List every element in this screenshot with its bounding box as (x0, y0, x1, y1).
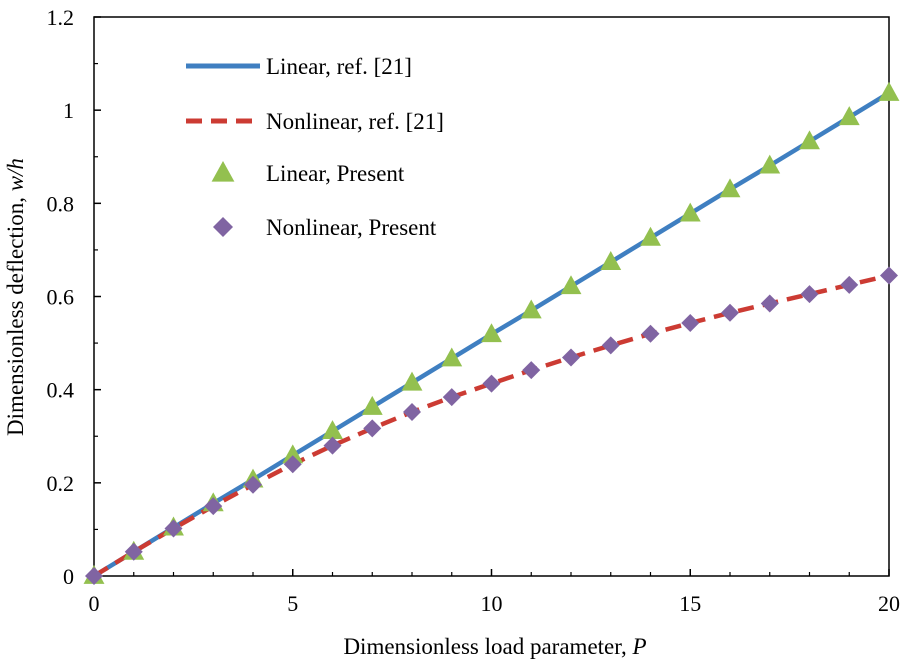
y-tick-label: 1.2 (47, 5, 75, 30)
legend-label: Linear, ref. [21] (266, 54, 412, 79)
x-tick-label: 10 (481, 591, 503, 616)
data-point (283, 455, 302, 474)
legend-item: Nonlinear, Present (213, 215, 437, 240)
data-point (282, 444, 304, 464)
series-layer (83, 81, 900, 585)
data-point (800, 285, 819, 304)
legend-item: Linear, Present (211, 161, 405, 186)
data-point (840, 275, 859, 294)
x-tick-label: 20 (878, 591, 900, 616)
data-point (838, 106, 860, 126)
x-axis: 0 5 10 15 20 (89, 569, 900, 616)
series-1 (92, 273, 890, 578)
data-point (363, 419, 382, 438)
legend-label: Linear, Present (266, 161, 405, 186)
y-tick-label: 1 (63, 98, 74, 123)
y-tick-label: 0.4 (47, 378, 75, 403)
data-point (601, 336, 620, 355)
data-point (562, 348, 580, 367)
data-point (481, 323, 502, 343)
y-axis-title: Dimensionless deflection, w/h (3, 158, 28, 436)
legend-label: Nonlinear, ref. [21] (266, 109, 444, 134)
data-point (681, 314, 700, 333)
data-point (880, 266, 898, 285)
data-point (520, 299, 542, 319)
x-tick-label: 15 (679, 591, 701, 616)
series-2 (83, 81, 900, 584)
data-point (164, 519, 183, 538)
data-point (442, 388, 461, 407)
data-point (878, 81, 900, 101)
y-tick-label: 0.8 (47, 191, 75, 216)
data-point (124, 542, 143, 561)
data-point (640, 226, 661, 246)
legend-swatch (211, 161, 235, 182)
series-3 (85, 266, 898, 585)
legend-label: Nonlinear, Present (266, 215, 437, 240)
data-point (641, 324, 660, 343)
y-axis: 0 0.2 0.4 0.6 0.8 1 1.2 (47, 5, 101, 589)
data-point (560, 275, 582, 295)
data-point (522, 361, 541, 380)
legend-item: Nonlinear, ref. [21] (186, 109, 444, 134)
data-point (323, 436, 342, 455)
y-tick-label: 0.2 (47, 471, 75, 496)
data-point (719, 178, 741, 198)
data-point (600, 251, 622, 270)
data-point (721, 303, 739, 322)
legend-swatch (213, 217, 233, 237)
x-axis-title: Dimensionless load parameter, P (343, 634, 646, 659)
data-point (244, 475, 262, 494)
series-line (92, 273, 890, 578)
data-point (401, 371, 423, 391)
legend-item: Linear, ref. [21] (186, 54, 412, 79)
legend: Linear, ref. [21] Nonlinear, ref. [21] Lin… (186, 54, 444, 240)
data-point (441, 347, 463, 367)
data-point (361, 395, 383, 415)
data-point (482, 374, 501, 393)
x-tick-label: 5 (287, 591, 298, 616)
data-point (322, 420, 343, 440)
data-point (759, 154, 781, 174)
data-point (403, 403, 421, 422)
data-point (85, 567, 103, 585)
data-point (679, 202, 701, 222)
data-point (204, 497, 223, 516)
y-tick-label: 0.6 (47, 285, 75, 310)
data-point (799, 130, 820, 150)
data-point (760, 294, 779, 313)
x-tick-label: 0 (89, 591, 100, 616)
y-tick-label: 0 (63, 564, 74, 589)
